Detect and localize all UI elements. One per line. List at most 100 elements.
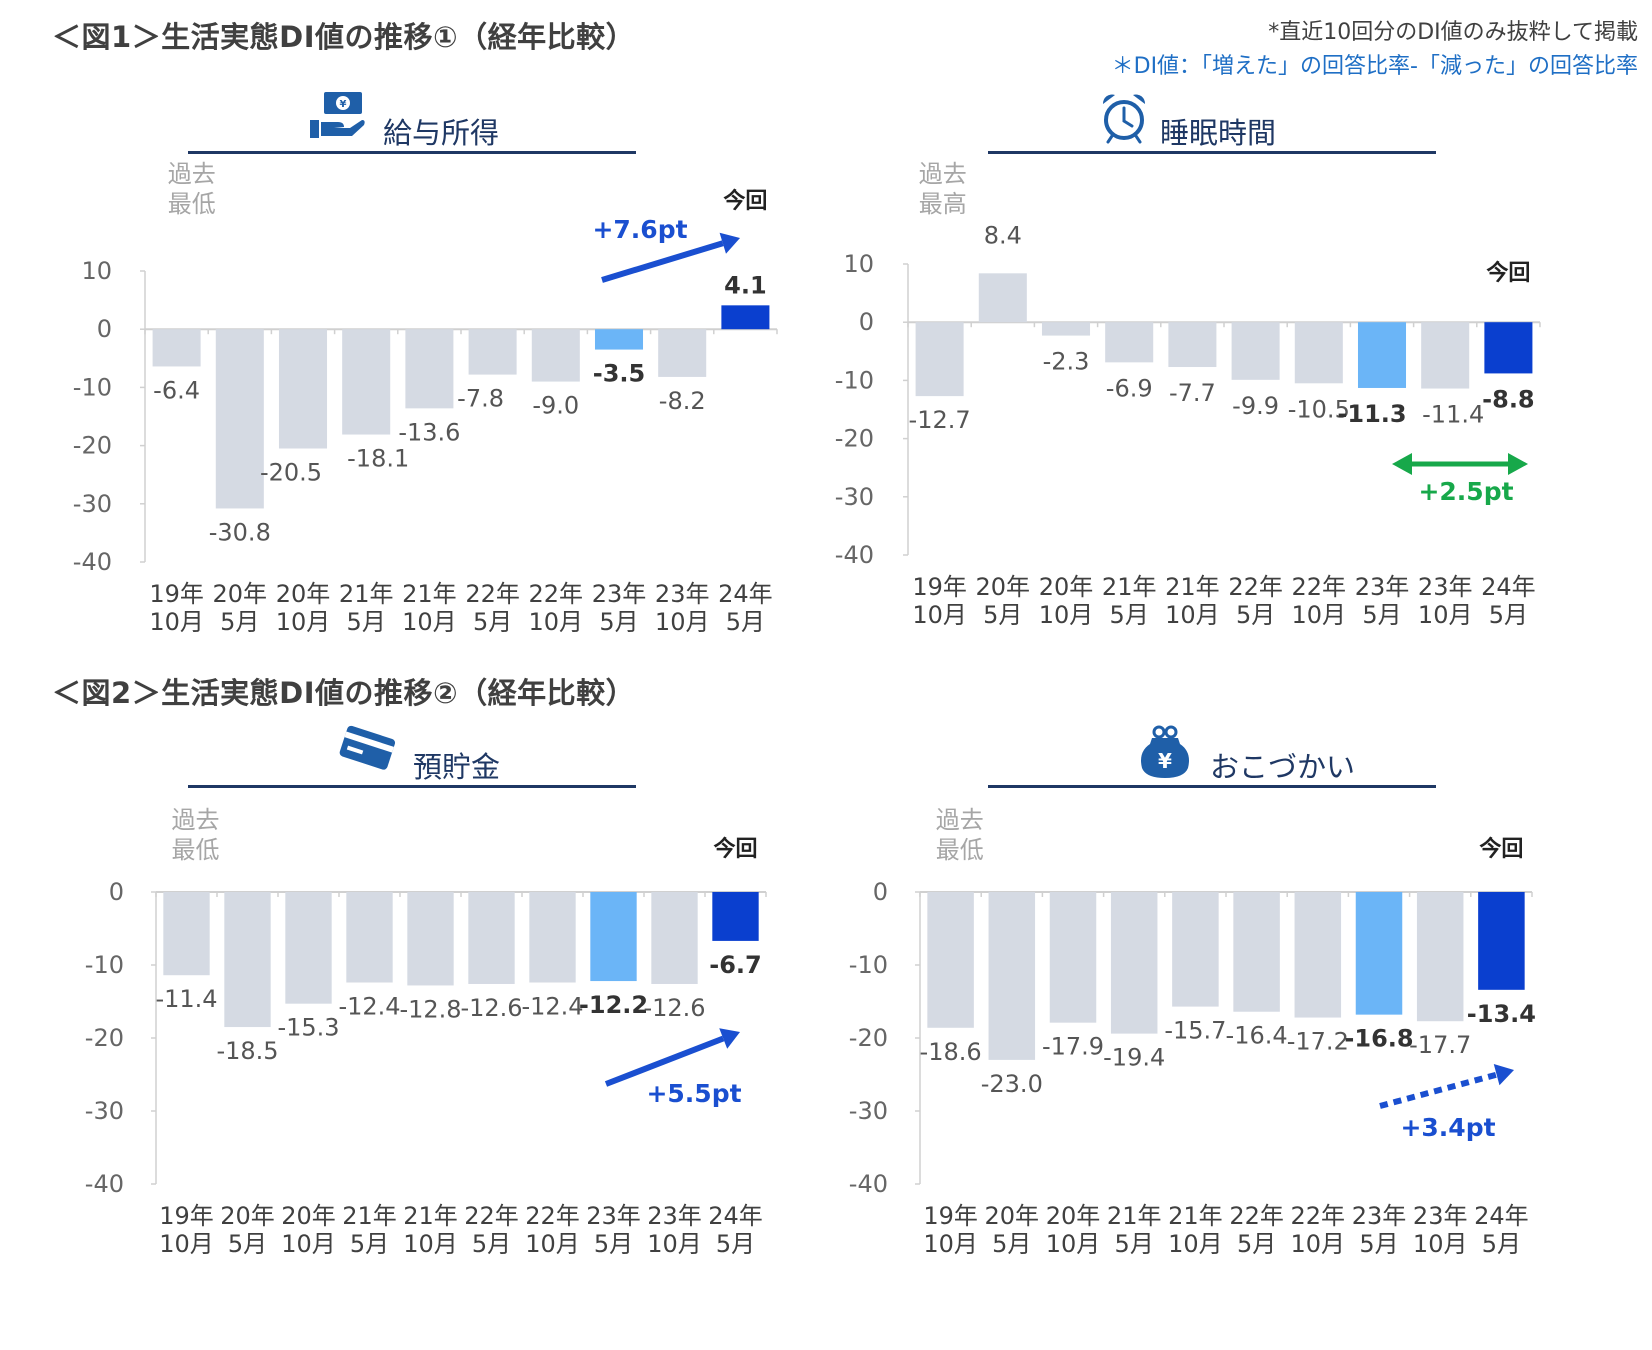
x-tick-label: 5月: [1110, 601, 1149, 629]
x-tick-label: 20年: [281, 1202, 336, 1230]
past-extreme-label: 過去: [936, 806, 984, 834]
x-tick-label: 22年: [464, 1202, 519, 1230]
y-tick-label: 0: [97, 315, 112, 343]
x-tick-label: 21年: [402, 580, 457, 608]
x-tick-label: 5月: [1236, 601, 1275, 629]
y-tick-label: -20: [835, 425, 874, 453]
bar: [1172, 892, 1219, 1007]
x-tick-label: 10月: [1046, 1230, 1101, 1258]
data-label: -20.5: [260, 459, 322, 487]
panel-header-sleep: 睡眠時間: [988, 88, 1436, 154]
divider: [188, 785, 636, 788]
chart-income: 100-10-20-30-40-6.419年10月-30.820年5月-20.5…: [73, 160, 778, 636]
current-label: 今回: [1479, 836, 1523, 862]
x-tick-label: 5月: [350, 1230, 389, 1258]
x-tick-label: 21年: [403, 1202, 458, 1230]
x-tick-label: 19年: [912, 573, 967, 601]
bar: [927, 892, 974, 1028]
bar: [1041, 322, 1091, 336]
bar: [215, 329, 264, 509]
x-tick-label: 22年: [1229, 1202, 1284, 1230]
data-label: -13.4: [1467, 1000, 1536, 1028]
x-tick-label: 23年: [1413, 1202, 1468, 1230]
x-tick-label: 10月: [159, 1230, 214, 1258]
data-label: -17.9: [1042, 1033, 1104, 1061]
y-tick-label: -40: [849, 1170, 888, 1198]
x-tick-label: 21年: [1107, 1202, 1162, 1230]
x-tick-label: 22年: [1228, 573, 1283, 601]
data-label: -15.3: [277, 1014, 339, 1042]
x-tick-label: 20年: [1039, 573, 1094, 601]
x-tick-label: 5月: [472, 1230, 511, 1258]
x-tick-label: 20年: [1046, 1202, 1101, 1230]
bar: [1478, 892, 1525, 990]
bar: [721, 305, 770, 330]
x-tick-label: 5月: [1482, 1230, 1521, 1258]
data-label: -16.4: [1226, 1022, 1288, 1050]
x-tick-label: 5月: [1115, 1230, 1154, 1258]
panel-header-income: ¥ 給与所得: [188, 88, 636, 154]
y-tick-label: -30: [849, 1097, 888, 1125]
bar: [1294, 892, 1342, 1018]
data-label: -12.2: [579, 991, 648, 1019]
x-tick-label: 5月: [594, 1230, 633, 1258]
data-label: -17.7: [1409, 1031, 1471, 1059]
x-tick-label: 21年: [1102, 573, 1157, 601]
x-tick-label: 5月: [1489, 601, 1528, 629]
bar: [1168, 322, 1217, 368]
x-tick-label: 22年: [529, 580, 584, 608]
x-tick-label: 22年: [525, 1202, 580, 1230]
change-arrow-head: [1392, 453, 1412, 475]
bar: [1231, 322, 1280, 380]
x-tick-label: 21年: [339, 580, 394, 608]
bar: [915, 322, 964, 397]
data-label: -18.6: [920, 1038, 982, 1066]
bar: [407, 892, 454, 986]
bar: [468, 892, 515, 984]
x-tick-label: 24年: [708, 1202, 763, 1230]
figure2-title: ＜図2＞生活実態DI値の推移②（経年比較）: [52, 676, 636, 710]
y-tick-label: 0: [873, 878, 888, 906]
bar: [1421, 322, 1470, 389]
x-tick-label: 24年: [1481, 573, 1536, 601]
x-tick-label: 10月: [647, 1230, 702, 1258]
x-tick-label: 5月: [220, 608, 259, 636]
bar: [342, 329, 391, 435]
change-arrow-line: [604, 1035, 725, 1087]
x-tick-label: 10月: [281, 1230, 336, 1258]
past-extreme-label: 過去: [168, 160, 216, 188]
data-label: -7.8: [457, 385, 504, 413]
x-tick-label: 23年: [586, 1202, 641, 1230]
x-tick-label: 23年: [1418, 573, 1473, 601]
current-label: 今回: [1486, 260, 1530, 286]
x-tick-label: 10月: [1292, 601, 1347, 629]
x-tick-label: 19年: [149, 580, 204, 608]
x-tick-label: 10月: [923, 1230, 978, 1258]
x-tick-label: 21年: [342, 1202, 397, 1230]
divider: [188, 151, 636, 154]
x-tick-label: 10月: [1418, 601, 1473, 629]
bar: [405, 329, 454, 409]
bar: [1110, 892, 1158, 1034]
x-tick-label: 24年: [1474, 1202, 1529, 1230]
y-tick-label: 10: [843, 250, 874, 278]
bar: [529, 892, 576, 983]
bar: [1049, 892, 1097, 1023]
past-extreme-label: 過去: [172, 806, 220, 834]
y-tick-label: -20: [73, 432, 112, 460]
data-label: -23.0: [981, 1070, 1043, 1098]
y-tick-label: -30: [835, 483, 874, 511]
x-tick-label: 10月: [655, 608, 710, 636]
data-label: -6.4: [153, 376, 200, 404]
data-label: -30.8: [209, 518, 271, 546]
data-label: -11.4: [1422, 401, 1484, 429]
x-tick-label: 19年: [159, 1202, 214, 1230]
x-tick-label: 10月: [1168, 1230, 1223, 1258]
data-label: -10.5: [1288, 395, 1350, 423]
data-label: -3.5: [593, 360, 645, 388]
x-tick-label: 22年: [465, 580, 520, 608]
x-tick-label: 10月: [402, 608, 457, 636]
x-tick-label: 5月: [726, 608, 765, 636]
current-label: 今回: [713, 836, 757, 862]
y-tick-label: 10: [81, 257, 112, 285]
